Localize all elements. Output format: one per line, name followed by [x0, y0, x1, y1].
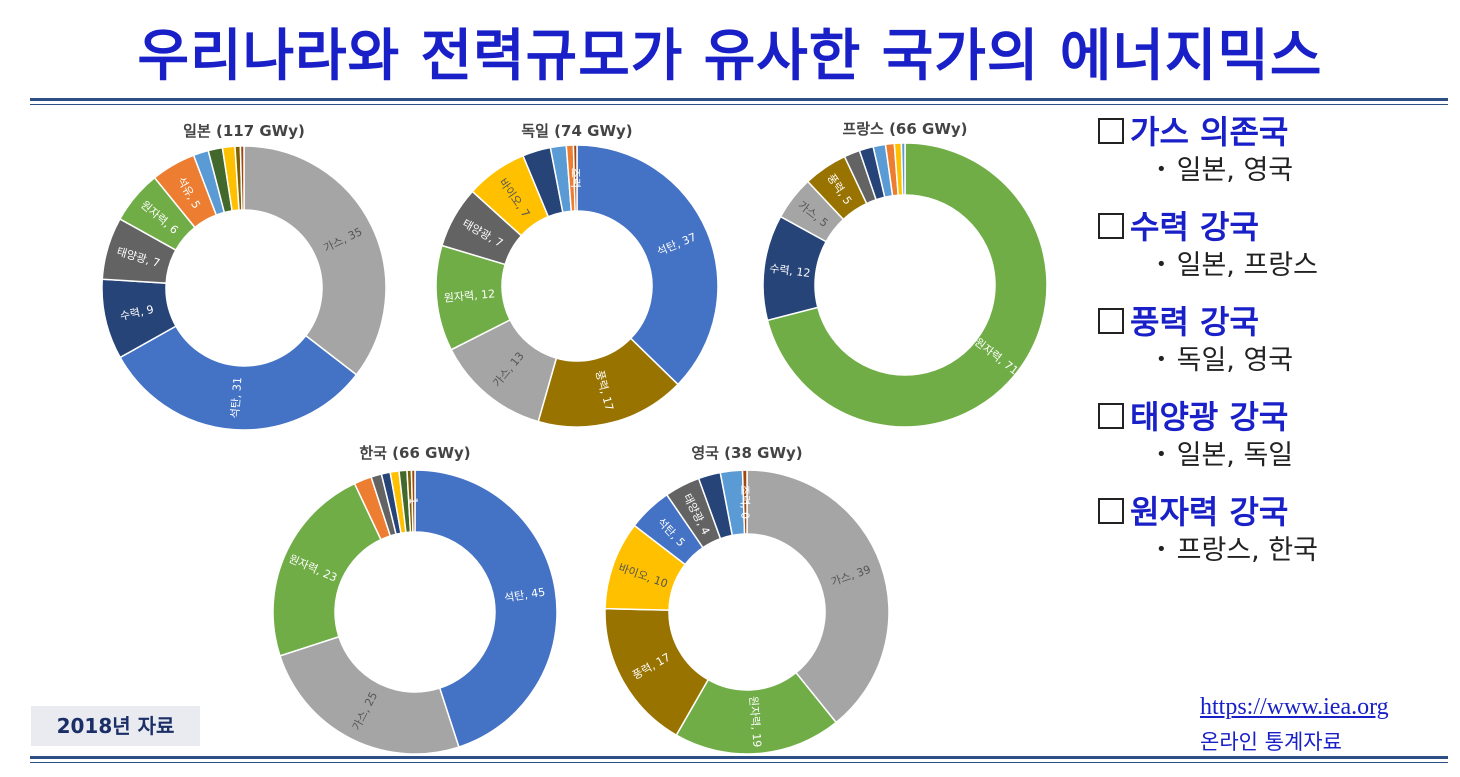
checkbox-square-icon [1098, 308, 1124, 334]
category-heading-label: 원자력 강국 [1130, 493, 1289, 531]
checkbox-square-icon [1098, 118, 1124, 144]
category-countries-label: 일본, 독일 [1176, 440, 1294, 471]
slice-label: 수력, 12 [769, 262, 812, 280]
chart-panel-france: 프랑스 (66 GWy) 원자력, 71 수력, 12 가스, 5 풍력, 5 [742, 110, 1062, 430]
category-heading-label: 태양광 강국 [1130, 398, 1289, 436]
bullet-icon: • [1156, 349, 1167, 370]
category-countries: • 일본, 영국 [1098, 152, 1448, 189]
chart-title: 한국 (66 GWy) [359, 444, 470, 462]
slice-가스 [279, 635, 460, 755]
category-countries-label: 프랑스, 한국 [1176, 535, 1318, 566]
chart-title: 일본 (117 GWy) [183, 122, 305, 140]
category-heading-label: 가스 의존국 [1130, 113, 1289, 151]
category-countries: • 일본, 프랑스 [1098, 247, 1448, 284]
slice-원자력 [675, 671, 838, 755]
bullet-icon: • [1156, 444, 1167, 465]
category-countries: • 독일, 영국 [1098, 342, 1448, 379]
slice-label: 1 [407, 497, 420, 504]
slice-가스 [243, 145, 387, 376]
slice-원자력 [272, 482, 382, 657]
chart-title: 독일 (74 GWy) [521, 122, 632, 140]
year-badge: 2018년 자료 [31, 706, 200, 746]
category-heading: 태양광 강국 [1098, 397, 1448, 437]
checkbox-square-icon [1098, 403, 1124, 429]
category-heading: 가스 의존국 [1098, 112, 1448, 152]
chart-panel-germany: 독일 (74 GWy) 석탄, 37 풍력, 17 가스, 13 원자력, 12 태양광,… [414, 110, 732, 432]
chart-title: 프랑스 (66 GWy) [842, 120, 967, 138]
slice-석탄 [576, 144, 719, 386]
category-heading: 풍력 강국 [1098, 302, 1448, 342]
slice-기타1 [900, 142, 906, 196]
category-countries: • 프랑스, 한국 [1098, 532, 1448, 569]
category-countries-label: 일본, 프랑스 [1176, 250, 1318, 281]
bullet-icon: • [1156, 539, 1167, 560]
category-countries-label: 일본, 영국 [1176, 155, 1294, 186]
slice-label: 원자력, 19 [747, 696, 764, 748]
category-heading: 수력 강국 [1098, 207, 1448, 247]
slice-조력 [741, 469, 748, 535]
category-list: 가스 의존국 • 일본, 영국 수력 강국 • 일본, 프랑스 풍력 강국 • 독일,… [1098, 112, 1448, 587]
source-label: 온라인 통계자료 [1200, 730, 1342, 754]
slice-조력 [572, 144, 578, 212]
checkbox-square-icon [1098, 498, 1124, 524]
slice-label: 조력, 0 [738, 485, 752, 519]
slice-label: 석탄, 31 [228, 377, 244, 419]
title-rule [30, 98, 1448, 101]
slice-가스 [746, 469, 890, 724]
footer-rule [30, 756, 1448, 759]
slice-label: 조력 [569, 168, 582, 188]
slice-조력 [239, 145, 245, 211]
chart-panel-korea: 한국 (66 GWy) 석탄, 45 가스, 25 원자력, 23 1 [250, 436, 578, 756]
chart-panel-uk: 영국 (38 GWy) 가스, 39 원자력, 19 풍력, 17 바이오, 10 석탄,… [582, 436, 912, 756]
source-link[interactable]: https://www.iea.org [1200, 694, 1389, 720]
slice-조력 [410, 469, 416, 533]
chart-title: 영국 (38 GWy) [691, 444, 802, 462]
slice-석탄 [119, 325, 358, 431]
slice-원자력 [766, 142, 1048, 428]
page-title: 우리나라와 전력규모가 유사한 국가의 에너지믹스 [137, 24, 1323, 89]
slice-석탄 [414, 469, 558, 748]
category-heading: 원자력 강국 [1098, 492, 1448, 532]
title-rule-thin [30, 104, 1448, 105]
footer-rule-thin [30, 762, 1448, 763]
bullet-icon: • [1156, 159, 1167, 180]
slice-label: 원자력, 12 [443, 287, 495, 304]
category-countries: • 일본, 독일 [1098, 437, 1448, 474]
category-heading-label: 풍력 강국 [1130, 303, 1259, 341]
checkbox-square-icon [1098, 213, 1124, 239]
chart-panel-japan: 일본 (117 GWy) 가스, 35 석탄, 31 수력, 9 태양광, 7 원자력, … [102, 110, 398, 434]
slice-label: 석탄, 45 [503, 585, 546, 604]
category-heading-label: 수력 강국 [1130, 208, 1259, 246]
category-countries-label: 독일, 영국 [1176, 345, 1294, 376]
bullet-icon: • [1156, 254, 1167, 275]
